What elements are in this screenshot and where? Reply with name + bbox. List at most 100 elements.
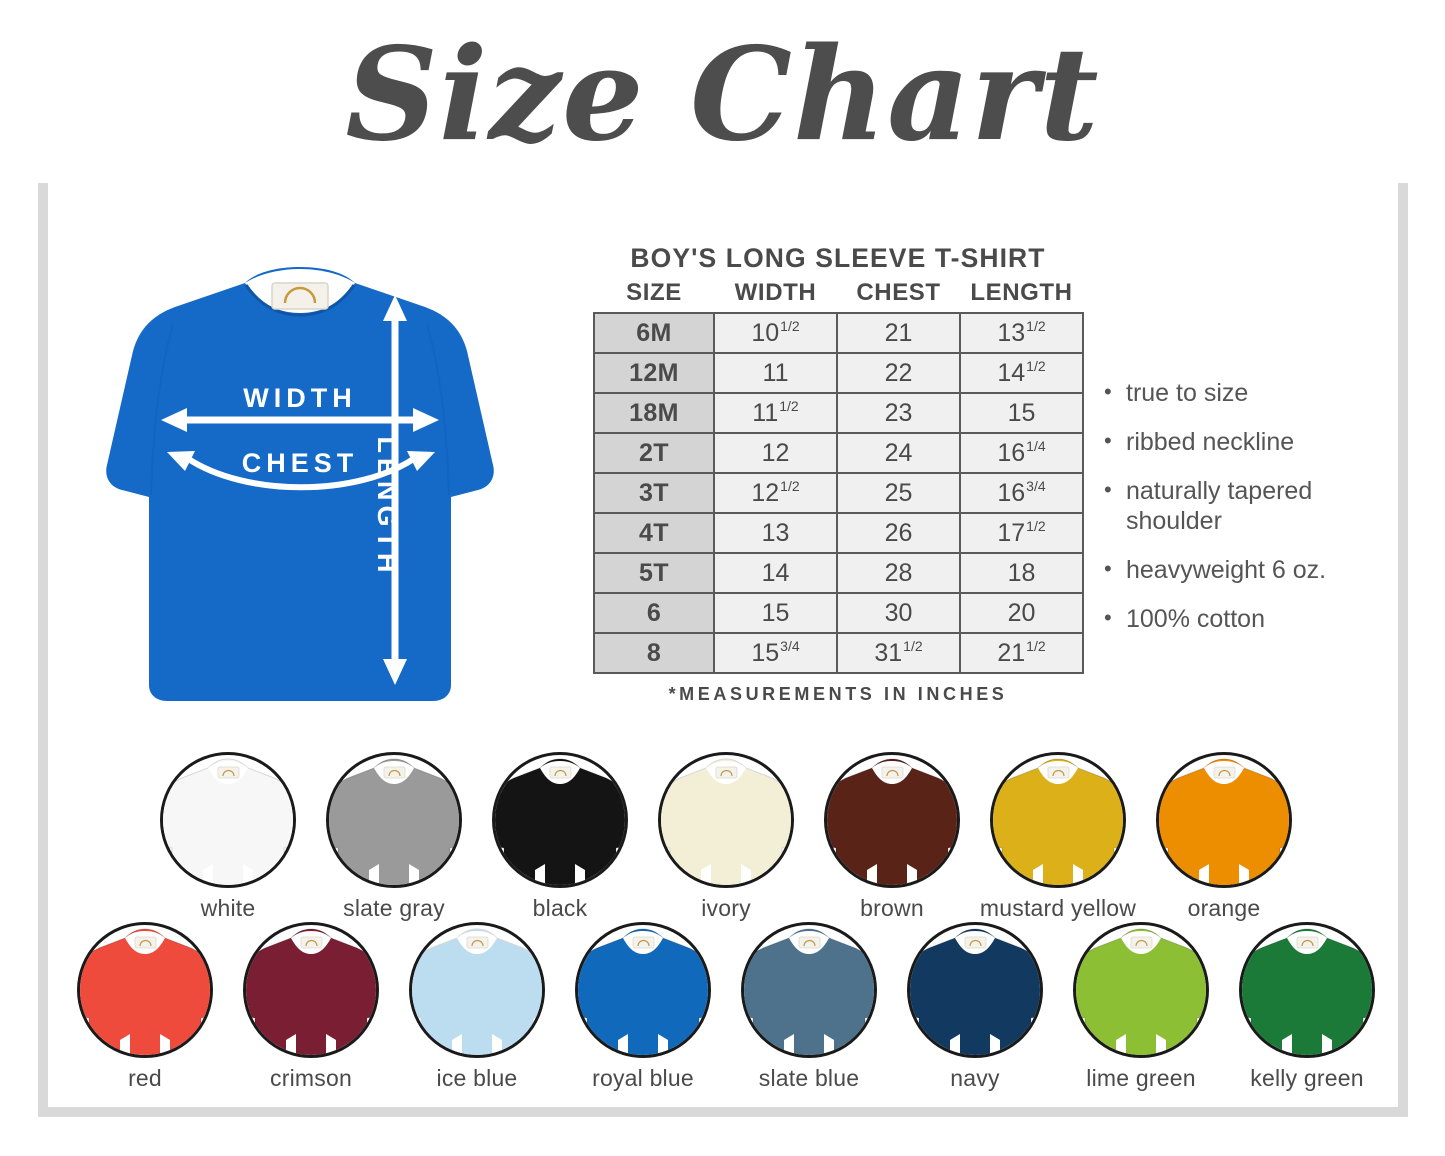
- color-swatch-kelly-green[interactable]: kelly green: [1224, 922, 1390, 1092]
- swatch-circle[interactable]: [326, 752, 462, 888]
- cell-length: 131/2: [959, 312, 1084, 354]
- swatch-circle[interactable]: [1073, 922, 1209, 1058]
- color-swatch-white[interactable]: white: [145, 752, 311, 922]
- color-swatch-orange[interactable]: orange: [1141, 752, 1307, 922]
- swatch-circle[interactable]: [243, 922, 379, 1058]
- swatch-shirt-icon: [80, 928, 210, 1055]
- swatch-label: slate blue: [758, 1065, 860, 1091]
- cell-length: 171/2: [959, 512, 1084, 554]
- feature-item: naturally tapered shoulder: [1104, 475, 1394, 536]
- color-swatch-black[interactable]: black: [477, 752, 643, 922]
- table-row: 8 153/4 311/2 211/2: [593, 632, 1084, 674]
- swatch-label: crimson: [270, 1065, 352, 1091]
- color-swatch-brown[interactable]: brown: [809, 752, 975, 922]
- cell-length: 15: [959, 392, 1084, 434]
- swatch-label: navy: [950, 1065, 1000, 1091]
- cell-chest: 26: [836, 512, 961, 554]
- cell-chest: 24: [836, 432, 961, 474]
- swatch-circle[interactable]: [1156, 752, 1292, 888]
- swatch-shirt-icon: [1242, 928, 1372, 1055]
- swatch-circle[interactable]: [741, 922, 877, 1058]
- color-swatch-row-2: red crimson ice blue royal blue slate bl…: [62, 922, 1392, 1092]
- length-arrow: [383, 295, 407, 685]
- color-swatch-row-1: white slate gray black ivory brown: [145, 752, 1315, 922]
- width-label: WIDTH: [243, 383, 356, 413]
- width-arrow: [161, 408, 439, 432]
- swatch-label: ice blue: [436, 1065, 518, 1091]
- size-table-header-row: SIZE WIDTH CHEST LENGTH: [594, 279, 1083, 313]
- color-swatch-slate-blue[interactable]: slate blue: [726, 922, 892, 1092]
- measurements-note: *MEASUREMENTS IN INCHES: [668, 684, 1008, 704]
- swatch-label: orange: [1187, 895, 1261, 921]
- color-swatch-ice-blue[interactable]: ice blue: [394, 922, 560, 1092]
- chest-label: CHEST: [242, 448, 359, 478]
- feature-item: 100% cotton: [1104, 603, 1394, 634]
- feature-list: true to size ribbed neckline naturally tap…: [1104, 377, 1394, 653]
- cell-length: 141/2: [959, 352, 1084, 394]
- cell-length: 163/4: [959, 472, 1084, 514]
- swatch-circle[interactable]: [824, 752, 960, 888]
- cell-width: 153/4: [713, 632, 838, 674]
- swatch-shirt-icon: [993, 758, 1123, 885]
- swatch-shirt-icon: [910, 928, 1040, 1055]
- swatch-circle[interactable]: [492, 752, 628, 888]
- cell-chest: 25: [836, 472, 961, 514]
- table-row: 6M 101/2 21 131/2: [593, 312, 1084, 354]
- color-swatch-ivory[interactable]: ivory: [643, 752, 809, 922]
- feature-item: ribbed neckline: [1104, 426, 1394, 457]
- swatch-circle[interactable]: [1239, 922, 1375, 1058]
- table-row: 12M 11 22 141/2: [593, 352, 1084, 394]
- length-label: LENGTH: [372, 437, 402, 578]
- shirt-body-shape: [106, 267, 494, 701]
- color-swatch-red[interactable]: red: [62, 922, 228, 1092]
- table-row: 18M 111/2 23 15: [593, 392, 1084, 434]
- swatch-shirt-icon: [578, 928, 708, 1055]
- shirt-collar-rib: [244, 284, 356, 317]
- swatch-circle[interactable]: [160, 752, 296, 888]
- cell-width: 15: [713, 592, 838, 634]
- swatch-label: ivory: [701, 895, 751, 921]
- cell-width: 12: [713, 432, 838, 474]
- cell-size: 5T: [593, 552, 715, 594]
- size-table: SIZE WIDTH CHEST LENGTH 6M 101/2 21 131/2 12…: [593, 279, 1084, 674]
- swatch-label: brown: [860, 895, 924, 921]
- shirt-tag-logo-icon: [283, 286, 317, 304]
- swatch-label: royal blue: [592, 1065, 694, 1091]
- shirt-diagram-svg: WIDTH CHEST LENGTH: [106, 267, 494, 701]
- swatch-shirt-icon: [412, 928, 542, 1055]
- color-swatch-navy[interactable]: navy: [892, 922, 1058, 1092]
- swatch-circle[interactable]: [907, 922, 1043, 1058]
- cell-chest: 30: [836, 592, 961, 634]
- swatch-circle[interactable]: [575, 922, 711, 1058]
- swatch-label: black: [532, 895, 588, 921]
- table-row: 6 15 30 20: [593, 592, 1084, 634]
- chest-arrow: [167, 451, 435, 491]
- color-swatch-lime-green[interactable]: lime green: [1058, 922, 1224, 1092]
- swatch-shirt-icon: [246, 928, 376, 1055]
- swatch-circle[interactable]: [409, 922, 545, 1058]
- cell-size: 18M: [593, 392, 715, 434]
- color-swatch-royal-blue[interactable]: royal blue: [560, 922, 726, 1092]
- cell-size: 12M: [593, 352, 715, 394]
- feature-item: heavyweight 6 oz.: [1104, 554, 1394, 585]
- cell-chest: 23: [836, 392, 961, 434]
- cell-size: 3T: [593, 472, 715, 514]
- swatch-shirt-icon: [163, 758, 293, 885]
- cell-width: 111/2: [713, 392, 838, 434]
- swatch-circle[interactable]: [990, 752, 1126, 888]
- swatch-shirt-icon: [495, 758, 625, 885]
- swatch-circle[interactable]: [658, 752, 794, 888]
- cell-size: 6: [593, 592, 715, 634]
- color-swatch-slate-gray[interactable]: slate gray: [311, 752, 477, 922]
- page-title: Size Chart: [0, 8, 1445, 183]
- cell-width: 13: [713, 512, 838, 554]
- cell-size: 4T: [593, 512, 715, 554]
- color-swatch-crimson[interactable]: crimson: [228, 922, 394, 1092]
- cell-chest: 21: [836, 312, 961, 354]
- size-table-body: 6M 101/2 21 131/2 12M 11 22 141/2 18M 111/2 23 15 2T…: [593, 312, 1084, 674]
- swatch-circle[interactable]: [77, 922, 213, 1058]
- table-row: 2T 12 24 161/4: [593, 432, 1084, 474]
- cell-width: 121/2: [713, 472, 838, 514]
- table-row: 5T 14 28 18: [593, 552, 1084, 594]
- color-swatch-mustard-yellow[interactable]: mustard yellow: [975, 752, 1141, 922]
